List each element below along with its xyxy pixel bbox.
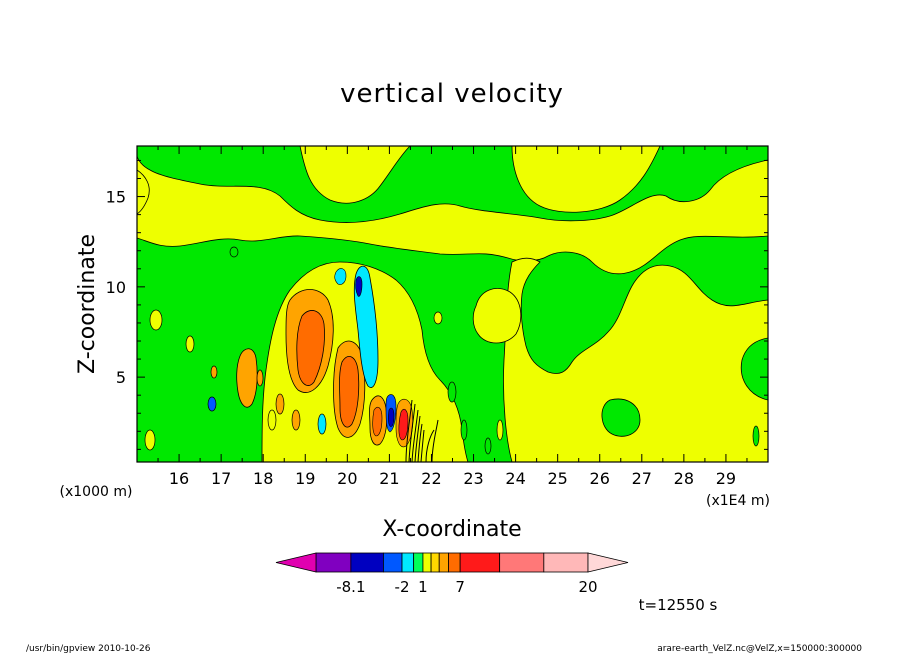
colorbar-swatch [315,552,352,573]
colorbar-swatch [448,552,461,573]
colorbar-swatch [383,552,403,573]
footer-right: arare-earth_VelZ.nc@VelZ,x=150000:300000 [657,644,862,654]
colorbar-tick-label: 1 [418,578,428,596]
x-tick-label: 18 [253,469,273,488]
chart-title: vertical velocity [340,79,564,109]
y-tick-label: 15 [106,188,126,207]
colorbar-swatch [438,552,449,573]
contour-orange-left [236,348,258,408]
colorbar-swatch [543,552,589,573]
colorbar-swatch [459,552,501,573]
colorbar-low-arrow [275,552,317,573]
contour-cyan-streak [353,265,379,388]
x-tick-label: 17 [211,469,231,488]
plot-area [136,145,769,463]
contour-green-island [601,398,641,437]
contour-red-core-21 [398,408,409,441]
contour-yellow-right-blob [472,288,522,344]
x-unit-right: (x1E4 m) [706,493,770,509]
contour-deep-orange-19 [296,310,325,386]
contour-deep-orange-21 [372,406,383,437]
time-label: t=12550 s [639,596,718,614]
contour-yellow-left [137,169,150,215]
x-tick-label: 25 [547,469,567,488]
colorbar-swatch [350,552,384,573]
x-tick-label: 20 [337,469,357,488]
y-axis-label: Z-coordinate [75,234,100,374]
contour-yellow-lower-right [503,257,768,462]
x-axis: 16 17 18 19 20 21 22 23 24 25 26 27 28 29 [157,146,748,488]
x-tick-label: 22 [421,469,441,488]
x-tick-label: 16 [169,469,189,488]
x-tick-label: 19 [295,469,315,488]
colorbar-swatch [401,552,415,573]
colorbar-swatch [422,552,432,573]
colorbar-tick-label: 7 [455,578,465,596]
x-tick-label: 29 [716,469,736,488]
colorbar: -8.1 -2 1 7 20 [275,552,629,596]
contour-blue-streak [355,276,363,297]
colorbar-tick-label: -8.1 [336,578,365,596]
x-tick-label: 24 [505,469,525,488]
y-axis: 5 10 15 [106,159,768,450]
y-tick-label: 5 [116,368,126,387]
contour-cyan-small [334,268,347,285]
y-tick-label: 10 [106,278,126,297]
x-axis-label: X-coordinate [382,517,521,542]
colorbar-high-arrow [587,552,629,573]
x-tick-label: 27 [632,469,652,488]
contour-deep-orange-20 [339,356,360,428]
contour-dense-lines [405,399,439,462]
contour-dark-blue-21 [388,407,395,427]
contour-small-features [144,246,760,455]
colorbar-tick-label: 20 [578,578,597,596]
footer-left: /usr/bin/gpview 2010-10-26 [26,644,151,654]
colorbar-swatch [430,552,440,573]
x-tick-label: 21 [379,469,399,488]
colorbar-swatch [413,552,424,573]
colorbar-swatch [499,552,545,573]
colorbar-tick-label: -2 [395,578,410,596]
x-tick-label: 28 [674,469,694,488]
x-tick-label: 23 [463,469,483,488]
x-tick-label: 26 [590,469,610,488]
x-unit-left: (x1000 m) [60,484,133,500]
